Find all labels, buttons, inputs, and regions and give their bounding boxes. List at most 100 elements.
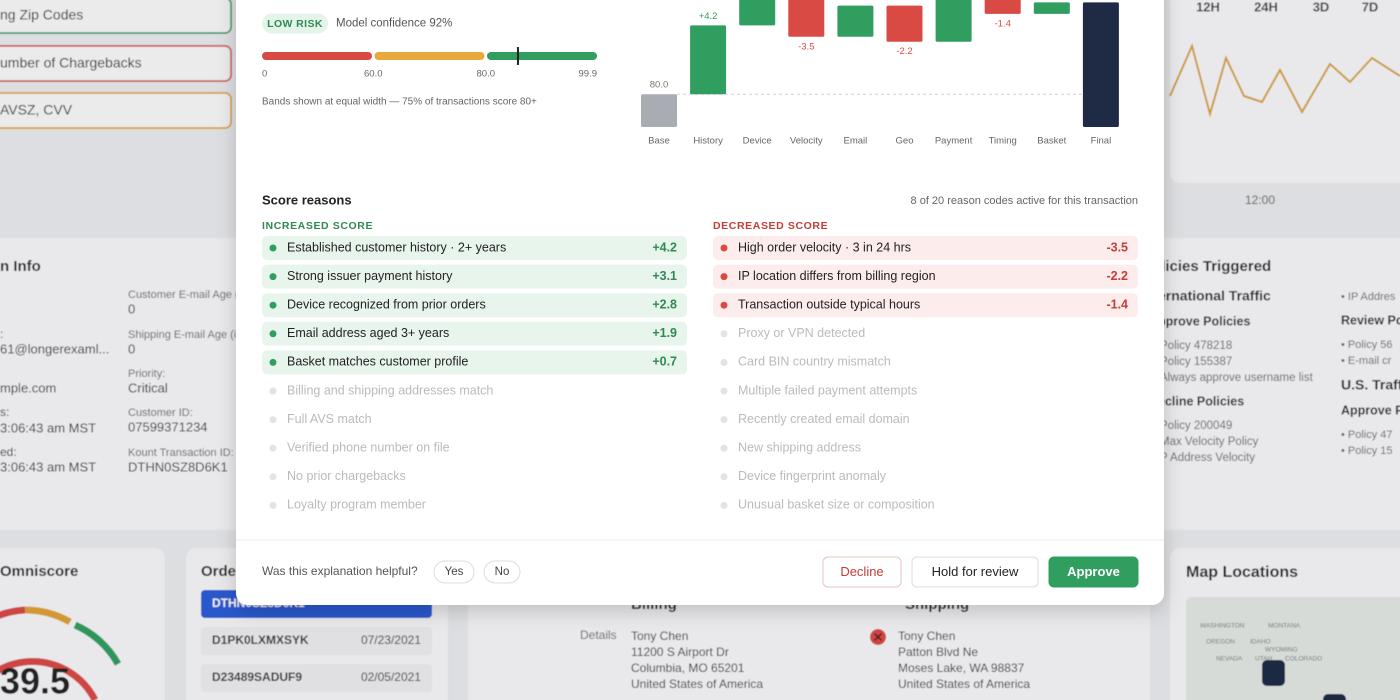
info-text: : <box>0 327 3 341</box>
info-text: mple.com <box>0 380 56 395</box>
policy-text: Policy 478218 <box>1160 340 1232 352</box>
waterfall-category: Email <box>844 136 868 147</box>
reason-label: No prior chargebacks <box>287 469 406 483</box>
section-title: Map Locations <box>1186 564 1298 581</box>
feedback-button-label[interactable]: No <box>495 566 510 578</box>
reason-dot <box>720 416 728 424</box>
policy-text: Approve Po <box>1341 403 1400 417</box>
confidence: Model confidence 92% <box>336 18 452 30</box>
info-label: Priority: <box>128 368 165 380</box>
filter-box <box>0 45 232 82</box>
reason-dot <box>269 501 277 509</box>
address-line: Moses Lake, WA 98837 <box>898 661 1025 675</box>
filter-box <box>0 0 232 34</box>
info-text: 3:06:43 am MST <box>0 420 96 435</box>
time-range: 12H <box>1196 0 1220 14</box>
reason-row-highlight <box>713 264 1138 289</box>
feedback-button[interactable]: No <box>483 560 521 584</box>
policy-text: Always approve username list <box>1160 372 1314 384</box>
waterfall-value-label: +4.2 <box>699 11 718 22</box>
map-state: MONTANA <box>1268 623 1301 630</box>
action-button-label[interactable]: Approve <box>1067 564 1120 579</box>
map-state: OREGON <box>1206 639 1235 646</box>
info-value: 0 <box>128 341 135 356</box>
waterfall-category: History <box>693 136 723 147</box>
reason-dot <box>720 387 728 395</box>
waterfall-value-label: -2.2 <box>896 46 912 57</box>
reason-label: Verified phone number on file <box>287 440 450 454</box>
action-button-frame <box>1048 556 1139 588</box>
feedback-button-label[interactable]: Yes <box>445 566 464 578</box>
reason-row-highlight <box>262 293 687 318</box>
reason-label: Transaction outside typical hours <box>738 297 920 311</box>
info-value: Critical <box>128 380 168 395</box>
reason-value: +3.1 <box>652 269 677 283</box>
reasons-summary: 8 of 20 reason codes active for this tra… <box>911 195 1138 207</box>
map-state: WASHINGTON <box>1200 623 1245 630</box>
reason-row-highlight <box>262 236 687 260</box>
policy-text: Policy 200049 <box>1160 420 1232 432</box>
reason-dot <box>269 273 277 281</box>
order-id: D1PK0LXMXSYK <box>212 633 309 647</box>
action-button-label[interactable]: Decline <box>840 564 883 579</box>
score-band <box>487 52 597 60</box>
waterfall-category: Device <box>743 136 772 147</box>
info-label: Customer E-mail Age ( <box>128 289 239 301</box>
reason-label: Established customer history · 2+ years <box>287 240 506 254</box>
map-state: IDAHO <box>1250 639 1271 646</box>
info-label: Customer ID: <box>128 407 193 419</box>
action-button-frame <box>822 556 902 588</box>
info-value: 0 <box>128 301 135 316</box>
policy-text: ernational Traffic <box>1158 288 1271 304</box>
reason-dot <box>269 416 277 424</box>
reason-value: +1.9 <box>652 326 677 340</box>
reasons-column-title: DECREASED SCORE <box>713 220 828 232</box>
action-button[interactable]: Hold for review <box>911 556 1039 588</box>
waterfall-bar <box>690 25 727 95</box>
reason-label: Basket matches customer profile <box>287 355 468 369</box>
reason-dot <box>269 358 277 366</box>
action-button-frame <box>911 556 1039 588</box>
reason-label: Unusual basket size or composition <box>738 498 935 512</box>
policy-text: U.S. Traff <box>1341 377 1400 393</box>
waterfall-value-label: +1.9 <box>846 0 865 2</box>
reason-label: Multiple failed payment attempts <box>738 383 917 397</box>
action-button[interactable]: Decline <box>822 556 902 588</box>
reason-dot <box>269 444 277 452</box>
waterfall-category: Basket <box>1037 136 1066 147</box>
section-title: olicies Triggered <box>1152 258 1271 275</box>
reason-label: New shipping address <box>738 440 861 454</box>
trend-panel <box>1170 0 1400 183</box>
reason-value: -3.5 <box>1106 240 1128 254</box>
order-id: D23489SADUF9 <box>212 670 302 684</box>
omniscore-value: 39.5 <box>0 661 70 700</box>
policy-text: • E-mail cr <box>1341 355 1392 367</box>
filter-label: ng Zip Codes <box>0 7 83 23</box>
reason-label: IP location differs from billing region <box>738 269 936 283</box>
time-range: 7D <box>1362 0 1379 14</box>
order-row <box>201 664 432 692</box>
waterfall-bar <box>1082 2 1119 127</box>
waterfall-category: Final <box>1091 136 1112 147</box>
waterfall-category: Velocity <box>790 136 823 147</box>
feedback-button[interactable]: Yes <box>433 560 475 584</box>
filter-label: AVSZ, CVV <box>0 102 73 118</box>
reason-label: High order velocity · 3 in 24 hrs <box>738 240 911 254</box>
waterfall-bar <box>1033 2 1070 14</box>
explanation-modal: LOW RISK Model confidence 92% 0 60.0 80.0 99.… <box>236 0 1164 605</box>
action-button-label[interactable]: Hold for review <box>932 564 1019 579</box>
reason-label: Card BIN country mismatch <box>738 355 891 369</box>
address-line: 11200 S Airport Dr <box>631 645 729 659</box>
address-line: Tony Chen <box>898 629 955 643</box>
order-date: 07/23/2021 <box>361 633 421 647</box>
details-label: Details <box>580 628 617 642</box>
policy-text: Max Velocity Policy <box>1160 436 1259 448</box>
waterfall-category: Timing <box>989 136 1017 147</box>
reason-dot <box>269 387 277 395</box>
address-line: Tony Chen <box>631 629 688 643</box>
reason-value: +4.2 <box>652 240 677 254</box>
action-button[interactable]: Approve <box>1048 556 1139 588</box>
band-note: Bands shown at equal width — 75% of tran… <box>262 97 537 108</box>
